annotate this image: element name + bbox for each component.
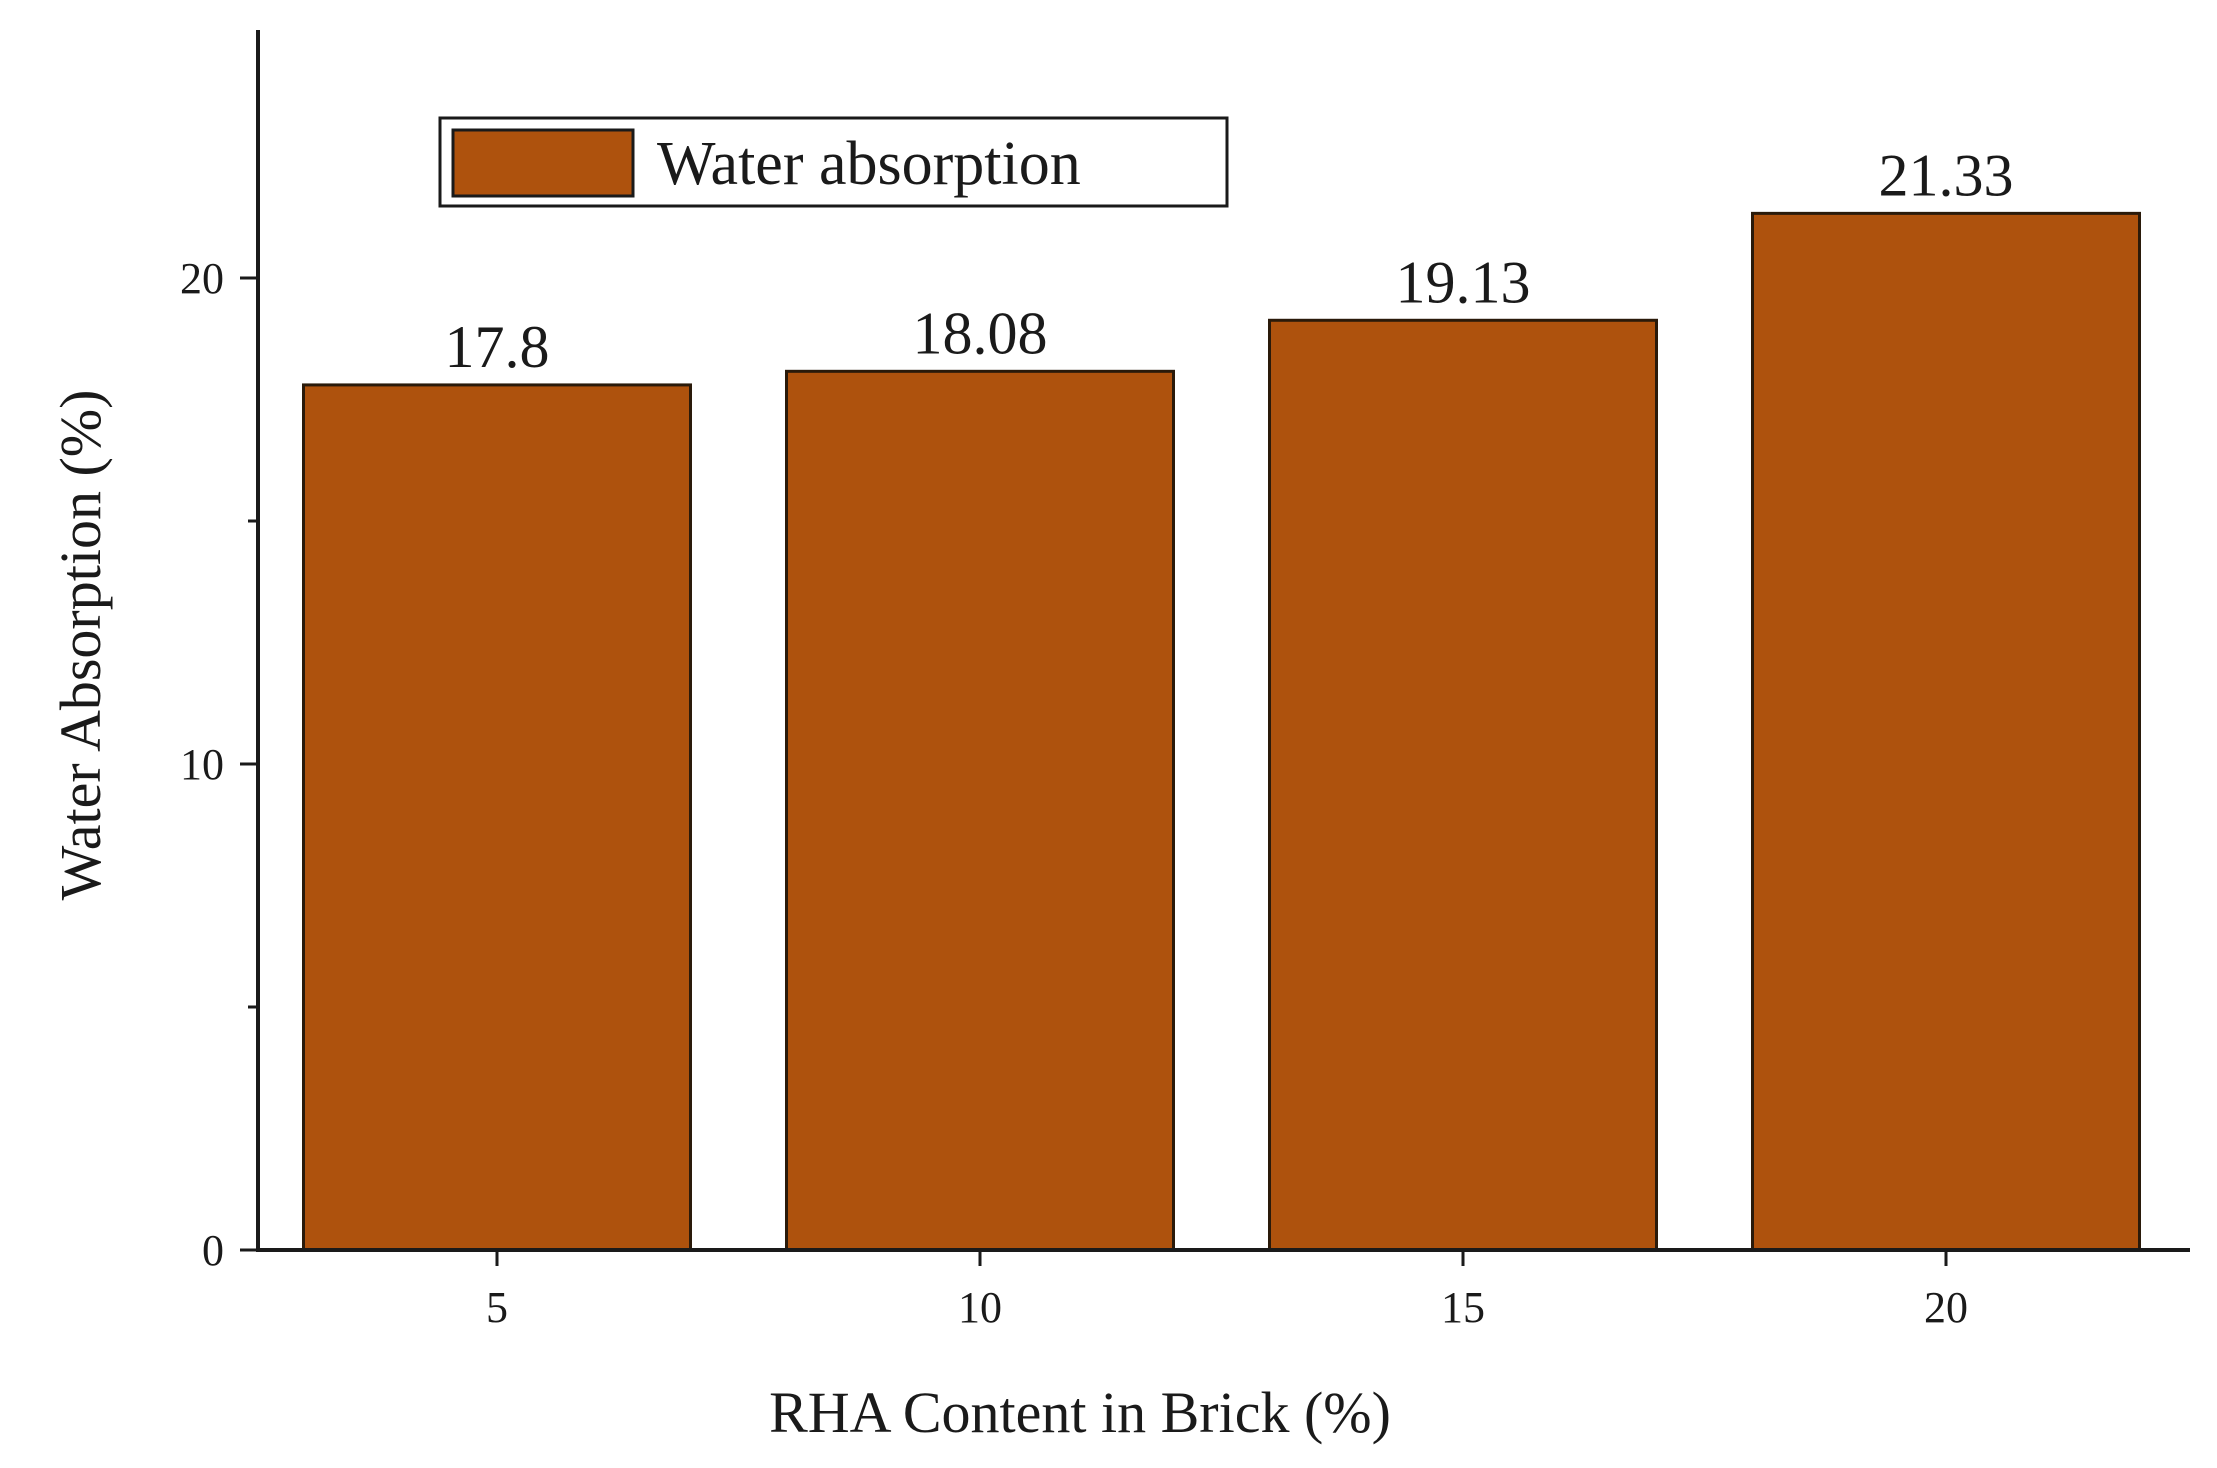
data-label-5: 17.8 — [445, 314, 550, 380]
x-ticks-layer: 5 10 15 20 — [486, 1250, 1968, 1332]
data-label-20: 21.33 — [1879, 142, 2014, 208]
y-tick-label-10: 10 — [180, 740, 224, 789]
x-tick-label-10: 10 — [958, 1283, 1002, 1332]
y-ticks-layer: 0 10 20 — [180, 254, 258, 1275]
x-tick-label-15: 15 — [1441, 1283, 1485, 1332]
axes-layer — [256, 30, 2190, 1252]
legend: Water absorption — [438, 116, 1229, 208]
bar-5 — [302, 383, 692, 1252]
x-axis-title: RHA Content in Brick (%) — [769, 1380, 1391, 1445]
data-label-10: 18.08 — [913, 300, 1048, 366]
bar-20 — [1751, 211, 2141, 1252]
y-tick-label-0: 0 — [202, 1226, 224, 1275]
bar-15 — [1268, 318, 1658, 1252]
x-tick-label-20: 20 — [1924, 1283, 1968, 1332]
data-labels-layer: 17.8 18.08 19.13 21.33 — [445, 142, 2014, 380]
bars-layer — [302, 211, 2141, 1252]
x-tick-label-5: 5 — [486, 1283, 508, 1332]
data-label-15: 19.13 — [1396, 249, 1531, 315]
y-tick-label-20: 20 — [180, 254, 224, 303]
bar-10 — [785, 369, 1175, 1252]
y-axis-title: Water Absorption (%) — [48, 390, 113, 901]
legend-label: Water absorption — [657, 130, 1081, 198]
legend-swatch — [451, 128, 635, 198]
